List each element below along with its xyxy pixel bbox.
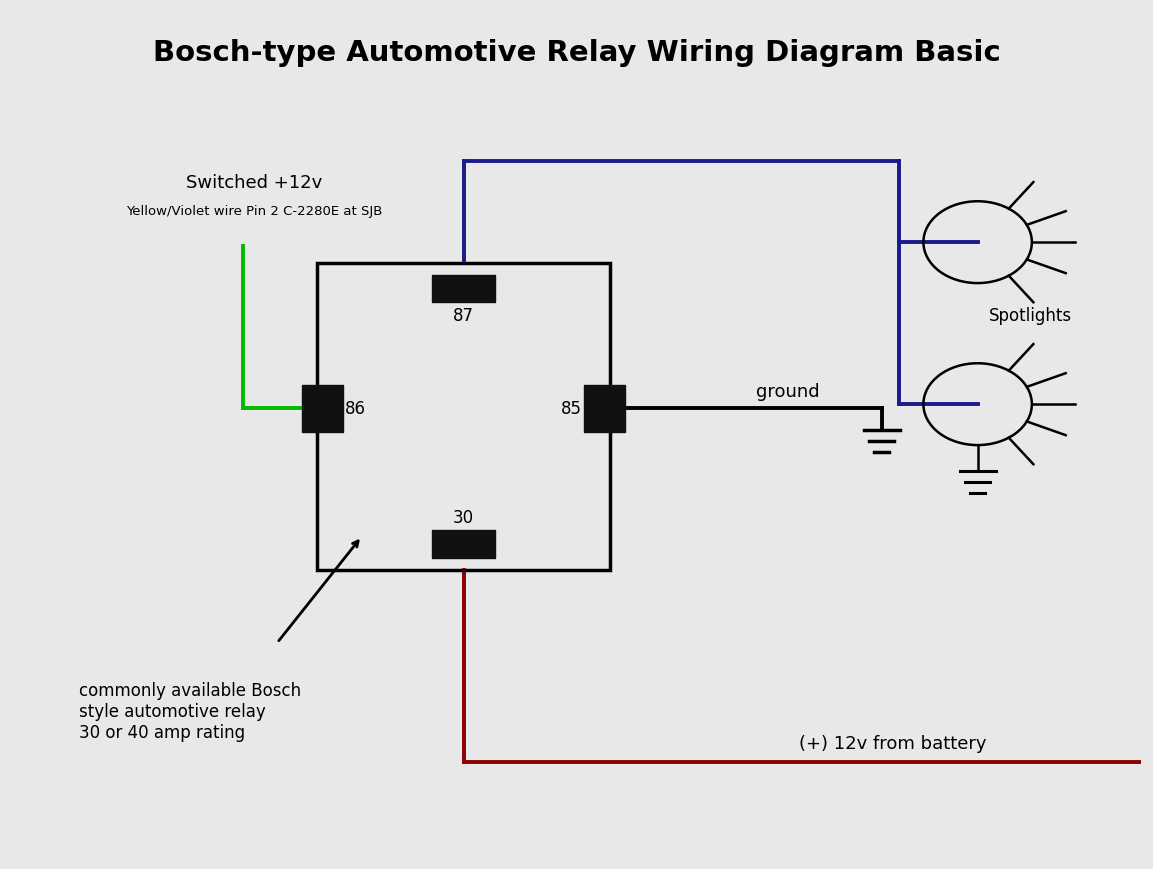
Text: ground: ground [756,382,820,401]
Text: Switched +12v: Switched +12v [187,175,323,192]
Text: 30: 30 [453,508,474,527]
Bar [432,275,495,302]
Text: (+) 12v from battery: (+) 12v from battery [799,734,987,753]
Text: commonly available Bosch
style automotive relay
30 or 40 amp rating: commonly available Bosch style automotiv… [80,681,301,741]
Bar [432,531,495,558]
Text: 85: 85 [562,400,582,418]
Bar [302,386,342,433]
Bar [585,386,625,433]
Text: Spotlights: Spotlights [989,306,1072,324]
Text: Bosch-type Automotive Relay Wiring Diagram Basic: Bosch-type Automotive Relay Wiring Diagr… [152,38,1001,66]
Text: Yellow/Violet wire Pin 2 C-2280E at SJB: Yellow/Violet wire Pin 2 C-2280E at SJB [127,205,383,218]
Text: 87: 87 [453,307,474,325]
Text: 86: 86 [345,400,366,418]
Bar [317,264,610,571]
